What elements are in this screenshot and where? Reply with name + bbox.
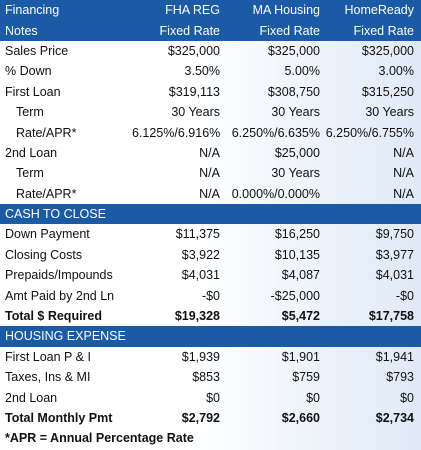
value-cell: -$0 — [395, 288, 414, 303]
table-row: Rate/APR* 6.125%/6.916% 6.250%/6.635% 6.250… — [0, 122, 421, 142]
value-cell: 30 Years — [171, 105, 220, 120]
label-cell: Sales Price — [5, 43, 69, 58]
label-cell: Total $ Required — [5, 309, 103, 324]
table-row: 2nd Loan N/A $25,000 N/A — [0, 143, 421, 163]
value-cell: MA Housing — [252, 3, 320, 18]
value-cell: $3,922 — [181, 247, 220, 262]
value-cell: $0 — [306, 390, 320, 405]
value-cell: 6.250%/6.635% — [231, 125, 320, 140]
value-cell: N/A — [393, 186, 414, 201]
value-cell: Fixed Rate — [159, 23, 220, 38]
label-cell: First Loan P & I — [5, 349, 91, 364]
label-cell: Notes — [5, 23, 38, 38]
value-cell: N/A — [199, 145, 220, 160]
value-cell: $1,901 — [281, 349, 320, 364]
table-row: Term 30 Years 30 Years 30 Years — [0, 102, 421, 122]
value-cell: N/A — [393, 166, 414, 181]
label-cell: Rate/APR* — [16, 125, 77, 140]
value-cell: $4,031 — [375, 268, 414, 283]
value-cell: $19,328 — [174, 309, 220, 324]
value-cell: $793 — [386, 370, 414, 385]
header-row: Financing FHA REG MA Housing HomeReady — [0, 0, 421, 21]
label-cell: Financing — [5, 3, 60, 18]
value-cell: 30 Years — [271, 166, 320, 181]
value-cell: 30 Years — [365, 105, 414, 120]
value-cell: N/A — [393, 145, 414, 160]
value-cell: $9,750 — [375, 227, 414, 242]
value-cell: $325,000 — [361, 43, 414, 58]
label-cell: % Down — [5, 64, 52, 79]
label-cell: Closing Costs — [5, 247, 83, 262]
table-row: Prepaids/Impounds $4,031 $4,087 $4,031 — [0, 265, 421, 285]
value-cell: $4,031 — [181, 268, 220, 283]
value-cell: $308,750 — [267, 84, 320, 99]
value-cell: 30 Years — [271, 105, 320, 120]
table-row: Sales Price $325,000 $325,000 $325,000 — [0, 41, 421, 61]
label-cell: Amt Paid by 2nd Ln — [5, 288, 115, 303]
value-cell: $2,792 — [181, 411, 220, 425]
value-cell: $17,758 — [368, 309, 414, 324]
value-cell: 3.00% — [378, 64, 414, 79]
table-row: Rate/APR* N/A 0.000%/0.000% N/A — [0, 184, 421, 204]
value-cell: 5.00% — [284, 64, 320, 79]
label-cell: 2nd Loan — [5, 390, 58, 405]
value-cell: -$0 — [201, 288, 220, 303]
value-cell: $3,977 — [375, 247, 414, 262]
label-cell: 2nd Loan — [5, 145, 58, 160]
value-cell: $0 — [400, 390, 414, 405]
value-cell: $325,000 — [267, 43, 320, 58]
table-row: Taxes, Ins & MI $853 $759 $793 — [0, 367, 421, 387]
footnote: *APR = Annual Percentage Rate — [5, 431, 194, 446]
value-cell: N/A — [199, 186, 220, 201]
table-row: 2nd Loan $0 $0 $0 — [0, 387, 421, 407]
table-row: Closing Costs $3,922 $10,135 $3,977 — [0, 245, 421, 265]
section-header: HOUSING EXPENSE — [0, 326, 421, 347]
value-cell: HomeReady — [344, 3, 414, 18]
value-cell: $325,000 — [167, 43, 220, 58]
label-cell: Down Payment — [5, 227, 90, 242]
table-row: Down Payment $11,375 $16,250 $9,750 — [0, 224, 421, 244]
label-cell: Rate/APR* — [16, 186, 77, 201]
value-cell: $16,250 — [274, 227, 320, 242]
value-cell: $0 — [206, 390, 220, 405]
value-cell: $10,135 — [274, 247, 320, 262]
total-row: Total $ Required $19,328 $5,472 $17,758 — [0, 306, 421, 326]
value-cell: $2,734 — [375, 411, 414, 425]
table-row: Amt Paid by 2nd Ln -$0 -$25,000 -$0 — [0, 285, 421, 305]
table-row: % Down 3.50% 5.00% 3.00% — [0, 61, 421, 81]
value-cell: $319,113 — [168, 84, 220, 99]
value-cell: $25,000 — [274, 145, 320, 160]
value-cell: N/A — [199, 166, 220, 181]
value-cell: $853 — [192, 370, 220, 385]
value-cell: Fixed Rate — [259, 23, 320, 38]
value-cell: 3.50% — [184, 64, 220, 79]
section-header: CASH TO CLOSE — [0, 203, 421, 225]
value-cell: 6.125%/6.916% — [132, 125, 221, 140]
label-cell: Prepaids/Impounds — [5, 268, 113, 283]
value-cell: $1,941 — [375, 349, 414, 364]
table-row: Term N/A 30 Years N/A — [0, 163, 421, 183]
label-cell: Total Monthly Pmt — [5, 411, 113, 425]
table-row: First Loan $319,113 $308,750 $315,250 — [0, 82, 421, 102]
label-cell: Term — [16, 166, 44, 181]
table-row: First Loan P & I $1,939 $1,901 $1,941 — [0, 347, 421, 367]
value-cell: $4,087 — [281, 268, 320, 283]
label-cell: Taxes, Ins & MI — [5, 370, 91, 385]
value-cell: FHA REG — [165, 3, 220, 18]
value-cell: $759 — [292, 370, 320, 385]
value-cell: 0.000%/0.000% — [231, 186, 320, 201]
value-cell: $1,939 — [181, 349, 220, 364]
header-row: Notes Fixed Rate Fixed Rate Fixed Rate — [0, 20, 421, 41]
total-row: Total Monthly Pmt $2,792 $2,660 $2,734 — [0, 408, 421, 428]
label-cell: First Loan — [5, 84, 61, 99]
value-cell: $11,375 — [175, 227, 220, 242]
value-cell: $5,472 — [281, 309, 320, 324]
value-cell: -$25,000 — [270, 288, 320, 303]
value-cell: $315,250 — [361, 84, 414, 99]
value-cell: 6.250%/6.755% — [325, 125, 414, 140]
label-cell: Term — [16, 105, 44, 120]
value-cell: $2,660 — [281, 411, 320, 425]
value-cell: Fixed Rate — [353, 23, 414, 38]
